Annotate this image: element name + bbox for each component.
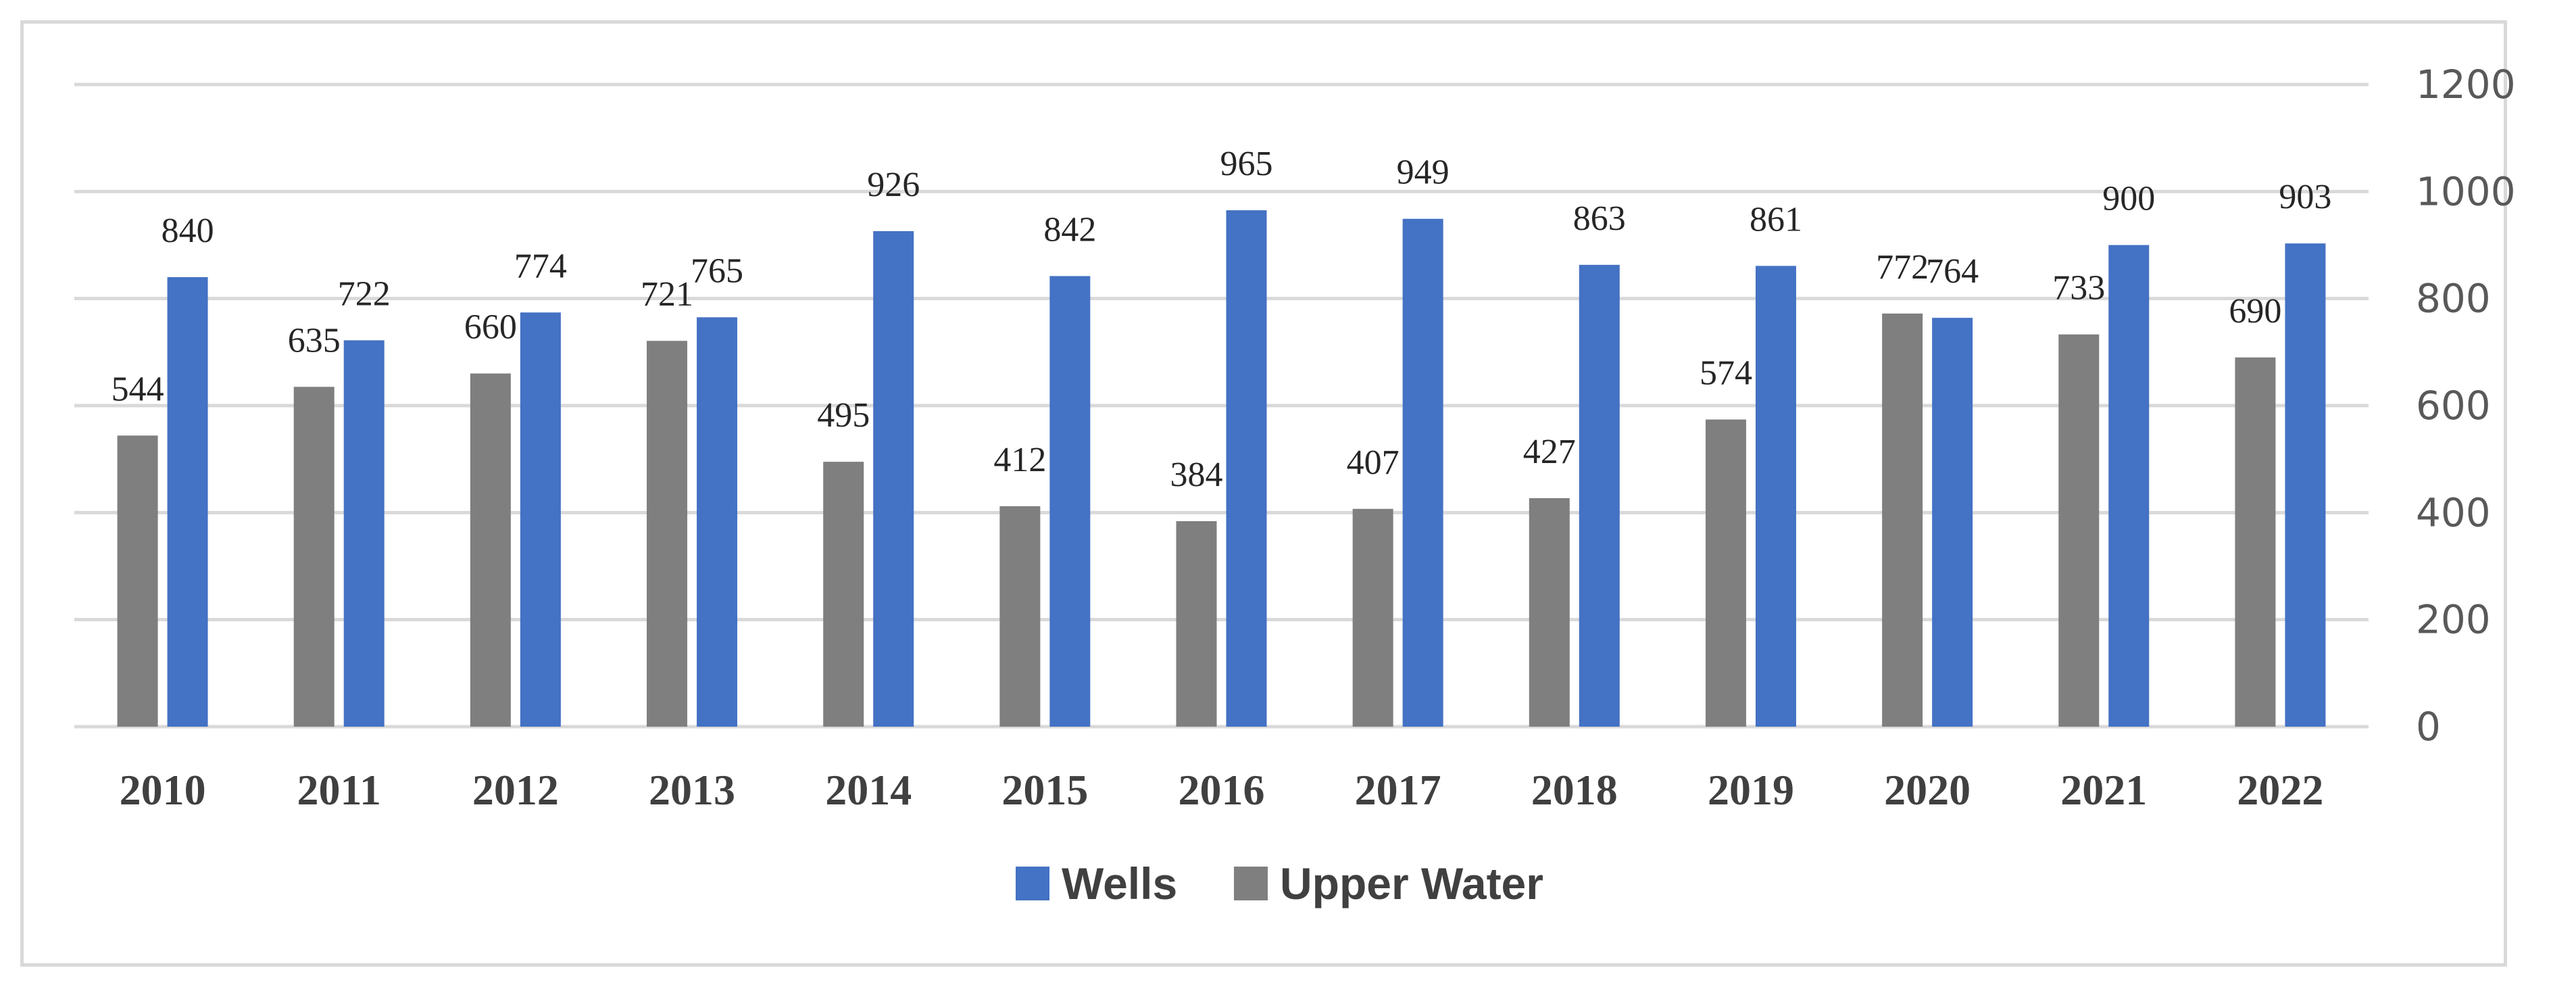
y-tick-label: 600 <box>2416 383 2491 429</box>
bar-wells-2013 <box>697 317 738 727</box>
data-label-wells-2014: 926 <box>867 166 920 204</box>
bar-upper-water-2016 <box>1176 521 1217 727</box>
bar-upper-water-2017 <box>1352 508 1393 727</box>
data-label-upper-water-2012: 660 <box>464 308 517 347</box>
bar-wells-2017 <box>1402 218 1443 727</box>
x-tick-label-2015: 2015 <box>1001 766 1088 814</box>
bar-wells-2019 <box>1755 266 1796 727</box>
data-label-wells-2022: 903 <box>2279 178 2331 216</box>
bar-wells-2015 <box>1049 276 1091 727</box>
x-tick-label-2013: 2013 <box>649 766 735 814</box>
data-label-wells-2016: 965 <box>1220 145 1273 183</box>
legend-label-upper-water: Upper Water <box>1280 858 1543 909</box>
data-label-wells-2015: 842 <box>1043 210 1096 249</box>
x-tick-label-2014: 2014 <box>825 766 912 814</box>
x-tick-label-2016: 2016 <box>1179 766 1265 814</box>
data-label-wells-2012: 774 <box>514 247 567 285</box>
data-label-upper-water-2021: 733 <box>2052 269 2105 308</box>
data-label-upper-water-2016: 384 <box>1170 456 1223 494</box>
x-tick-label-2010: 2010 <box>120 766 206 814</box>
bar-wells-2011 <box>343 340 385 727</box>
data-label-upper-water-2011: 635 <box>288 321 341 360</box>
data-label-wells-2018: 863 <box>1573 199 1626 238</box>
x-tick-label-2020: 2020 <box>1884 766 1971 814</box>
bar-wells-2010 <box>167 277 208 727</box>
bar-wells-2014 <box>873 231 914 727</box>
data-label-upper-water-2010: 544 <box>112 370 164 408</box>
y-tick-label: 1200 <box>2416 62 2516 107</box>
bar-upper-water-2013 <box>647 341 688 727</box>
data-label-wells-2019: 861 <box>1750 200 1802 239</box>
bar-upper-water-2010 <box>117 435 158 727</box>
bar-wells-2018 <box>1579 264 1620 727</box>
data-label-upper-water-2013: 721 <box>641 275 693 314</box>
bar-wells-2021 <box>2108 245 2150 727</box>
bar-upper-water-2019 <box>1705 419 1746 727</box>
data-label-upper-water-2017: 407 <box>1347 443 1400 482</box>
legend-swatch-wells <box>1016 867 1049 900</box>
bar-upper-water-2012 <box>470 373 511 727</box>
data-label-upper-water-2022: 690 <box>2229 292 2281 331</box>
x-tick-label-2021: 2021 <box>2060 766 2147 814</box>
bar-upper-water-2011 <box>293 387 335 727</box>
legend-label-wells: Wells <box>1062 858 1177 909</box>
bar-wells-2022 <box>2285 243 2326 727</box>
y-tick-label: 800 <box>2416 276 2491 322</box>
data-label-upper-water-2020: 772 <box>1876 248 1929 287</box>
x-tick-label-2012: 2012 <box>472 766 559 814</box>
x-tick-label-2011: 2011 <box>297 766 380 814</box>
bar-upper-water-2015 <box>999 506 1041 727</box>
bar-upper-water-2014 <box>823 462 864 727</box>
bar-wells-2012 <box>520 312 561 727</box>
data-label-upper-water-2018: 427 <box>1523 433 1576 471</box>
data-label-wells-2020: 764 <box>1926 252 1979 291</box>
data-label-wells-2011: 722 <box>338 274 391 313</box>
bar-upper-water-2022 <box>2235 357 2276 727</box>
data-label-upper-water-2015: 412 <box>993 441 1046 479</box>
bar-wells-2020 <box>1932 318 1973 727</box>
y-tick-label: 200 <box>2416 597 2491 643</box>
x-tick-label-2019: 2019 <box>1708 766 1794 814</box>
y-tick-label: 0 <box>2416 704 2441 750</box>
data-label-upper-water-2014: 495 <box>817 396 870 435</box>
legend-swatch-upper-water <box>1234 867 1268 900</box>
data-label-wells-2017: 949 <box>1397 153 1450 192</box>
x-tick-label-2018: 2018 <box>1531 766 1618 814</box>
bar-upper-water-2021 <box>2058 334 2100 727</box>
y-tick-label: 400 <box>2416 489 2491 535</box>
y-tick-label: 1000 <box>2416 168 2516 214</box>
bar-upper-water-2018 <box>1529 498 1570 727</box>
data-label-upper-water-2019: 574 <box>1700 354 1752 393</box>
bar-wells-2016 <box>1226 210 1267 727</box>
data-label-wells-2013: 765 <box>691 251 743 290</box>
bar-upper-water-2020 <box>1882 313 1923 727</box>
x-tick-label-2017: 2017 <box>1355 766 1441 814</box>
x-tick-label-2022: 2022 <box>2237 766 2323 814</box>
data-label-wells-2010: 840 <box>162 212 214 250</box>
data-label-wells-2021: 900 <box>2102 180 2155 218</box>
